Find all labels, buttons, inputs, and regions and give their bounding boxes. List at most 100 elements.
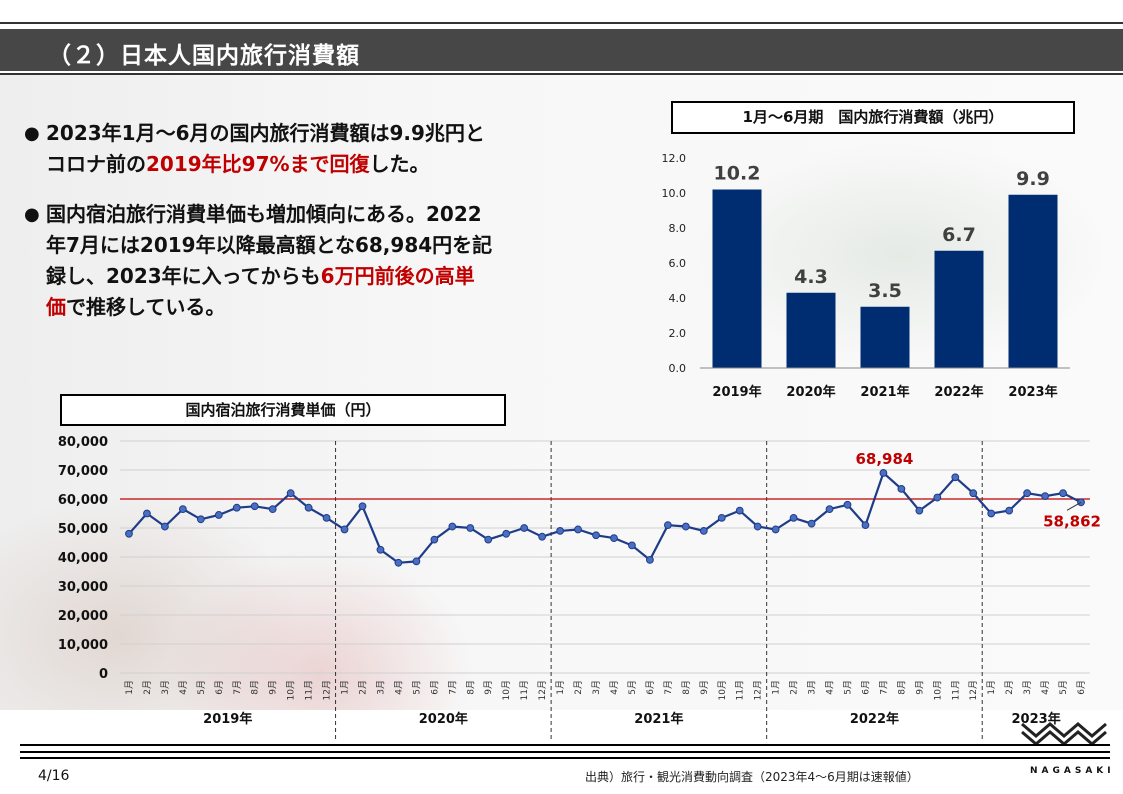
line-y-tick-label: 70,000: [58, 464, 108, 479]
data-point: [646, 556, 654, 564]
top-rule: [0, 22, 1123, 24]
data-point: [699, 527, 708, 535]
data-point: [843, 500, 852, 509]
bar-y-tick-label: 12.0: [662, 152, 687, 165]
bar: [712, 189, 762, 368]
title-bar: （２）日本人国内旅行消費額: [0, 29, 1123, 71]
background-photo: [0, 74, 1123, 710]
month-tick-label: 7月: [232, 680, 243, 695]
data-point: [933, 493, 942, 502]
month-tick-label: 8月: [465, 680, 476, 695]
data-point: [376, 545, 385, 554]
data-point: [178, 505, 187, 514]
footer-rule: [20, 744, 1110, 746]
data-point: [915, 506, 924, 515]
month-tick-label: 8月: [896, 680, 907, 695]
page-title: （２）日本人国内旅行消費額: [48, 43, 360, 69]
bar-value-label: 9.9: [1016, 168, 1050, 190]
logo-mark-icon: [1021, 722, 1107, 738]
bullet-text: コロナ前の: [46, 152, 146, 176]
line-y-tick-label: 0: [99, 667, 108, 682]
annotation-leader: [1066, 501, 1082, 511]
month-tick-label: 4月: [825, 680, 836, 695]
month-tick-label: 10月: [286, 680, 297, 700]
data-point: [951, 473, 960, 482]
page-number: 4/16: [38, 768, 70, 784]
month-tick-label: 6月: [1076, 680, 1087, 695]
month-tick-label: 4月: [178, 680, 189, 695]
bar-category-label: 2020年: [786, 384, 835, 400]
month-tick-label: 12月: [322, 680, 333, 700]
bar-y-tick-label: 2.0: [669, 327, 687, 340]
bullet-highlight: 2019年比97%まで回復: [146, 152, 370, 176]
month-tick-label: 2月: [1004, 680, 1015, 695]
data-point: [394, 558, 403, 567]
month-tick-label: 1月: [124, 680, 135, 695]
month-tick-label: 1月: [340, 680, 351, 695]
data-point: [628, 541, 636, 550]
month-tick-label: 8月: [250, 680, 261, 695]
source-note: 出典）旅行・観光消費動向調査（2023年4～6月期は速報値）: [585, 770, 919, 784]
bullet-dot-icon: ●: [24, 123, 40, 144]
data-point: [574, 525, 582, 534]
data-point: [879, 469, 888, 477]
month-tick-label: 9月: [483, 680, 494, 695]
month-tick-label: 10月: [932, 680, 943, 700]
bullet-text: 録し、2023年に入ってからも: [46, 264, 321, 288]
month-tick-label: 1月: [555, 680, 566, 695]
year-label: 2022年: [850, 711, 899, 727]
data-point: [1023, 489, 1032, 498]
line-y-tick-label: 60,000: [58, 493, 108, 508]
month-tick-label: 3月: [1022, 680, 1033, 695]
line-y-tick-label: 30,000: [58, 580, 108, 595]
data-point: [753, 522, 762, 531]
month-tick-label: 10月: [501, 680, 512, 700]
month-tick-label: 11月: [519, 680, 530, 700]
bullet-text: 年7月には2019年以降最高額とな68,984円を記: [46, 233, 493, 257]
month-tick-label: 6月: [429, 680, 440, 695]
month-tick-label: 2月: [358, 680, 369, 695]
data-point: [484, 535, 493, 544]
month-tick-label: 1月: [771, 680, 782, 695]
month-tick-label: 2月: [789, 680, 800, 695]
data-point: [520, 524, 529, 532]
month-tick-label: 11月: [304, 680, 315, 700]
data-point: [556, 527, 564, 535]
latest-annotation: 58,862: [1043, 512, 1101, 530]
bar-value-label: 10.2: [714, 163, 761, 185]
month-tick-label: 2月: [573, 680, 584, 695]
data-point: [466, 524, 475, 532]
month-tick-label: 3月: [375, 680, 386, 695]
month-tick-label: 5月: [196, 680, 207, 695]
data-point: [232, 503, 241, 512]
bar-y-tick-label: 0.0: [669, 362, 687, 375]
month-tick-label: 12月: [753, 680, 764, 700]
month-tick-label: 4月: [393, 680, 404, 695]
line-y-tick-label: 40,000: [58, 551, 108, 566]
data-point: [663, 521, 672, 529]
data-point: [250, 502, 259, 511]
line-y-tick-label: 80,000: [58, 435, 108, 450]
year-label: 2023年: [1012, 711, 1061, 727]
data-point: [987, 509, 996, 518]
bar: [934, 250, 984, 368]
data-point: [1005, 506, 1014, 515]
bar-y-tick-label: 6.0: [669, 257, 687, 270]
month-tick-label: 2月: [142, 680, 153, 695]
data-point: [1041, 492, 1049, 501]
data-point: [286, 489, 295, 498]
month-tick-label: 9月: [268, 680, 279, 695]
logo: NAGASAKI: [1030, 766, 1115, 776]
bullet-item: ● 2023年1月～6月の国内旅行消費額は9.9兆円と コロナ前の2019年比9…: [24, 118, 584, 180]
data-point: [897, 484, 906, 493]
data-point: [143, 509, 151, 518]
year-label: 2021年: [634, 711, 683, 727]
data-point: [448, 522, 457, 531]
bar: [786, 292, 836, 368]
month-tick-label: 9月: [699, 680, 710, 695]
bullet-dot-icon: ●: [24, 204, 40, 225]
month-tick-label: 12月: [537, 680, 548, 700]
title-underline: [0, 73, 1123, 75]
data-point: [538, 532, 547, 541]
bar-value-label: 3.5: [868, 280, 902, 302]
